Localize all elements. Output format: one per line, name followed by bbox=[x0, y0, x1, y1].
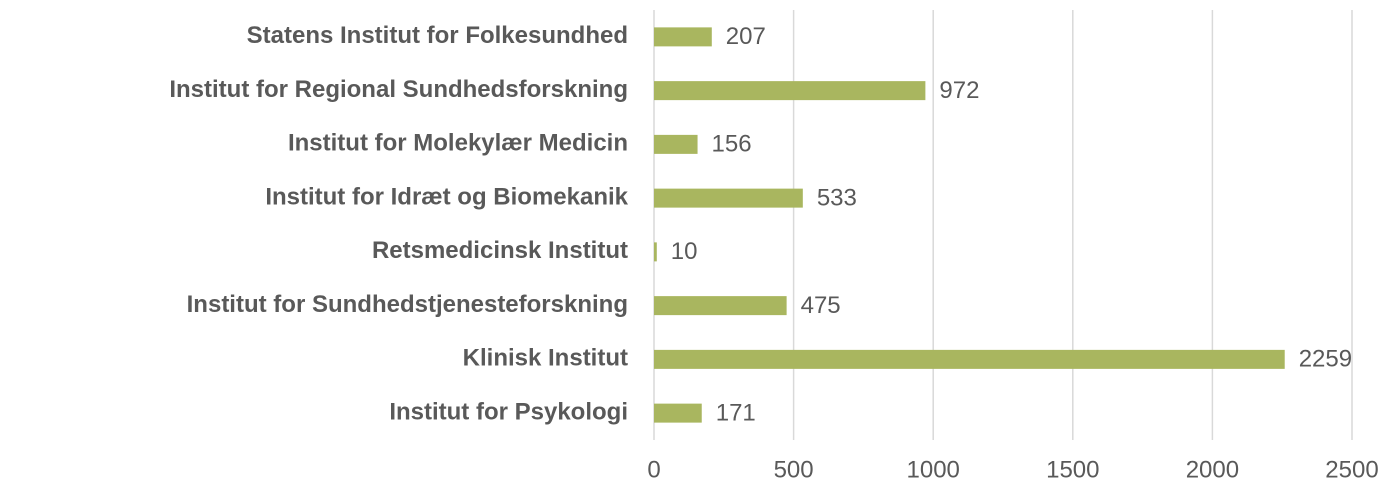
data-label: 533 bbox=[817, 184, 857, 211]
x-tick-label: 500 bbox=[774, 456, 814, 483]
y-tick-label: Institut for Sundhedstjenesteforskning bbox=[187, 291, 628, 318]
y-tick-label: Institut for Regional Sundhedsforskning bbox=[169, 76, 628, 103]
x-tick-label: 1000 bbox=[907, 456, 960, 483]
y-tick-label: Institut for Idræt og Biomekanik bbox=[265, 183, 628, 210]
y-tick-label: Institut for Psykologi bbox=[389, 398, 628, 425]
data-label: 10 bbox=[671, 238, 698, 265]
data-label: 2259 bbox=[1299, 346, 1352, 373]
data-label: 475 bbox=[801, 292, 841, 319]
bar bbox=[654, 134, 698, 154]
bar bbox=[654, 27, 712, 47]
bar bbox=[654, 349, 1285, 369]
y-tick-label: Klinisk Institut bbox=[463, 345, 628, 372]
data-label: 156 bbox=[712, 131, 752, 158]
x-tick-label: 0 bbox=[647, 456, 660, 483]
data-label: 972 bbox=[939, 77, 979, 104]
x-tick-label: 1500 bbox=[1046, 456, 1099, 483]
data-label: 207 bbox=[726, 23, 766, 50]
x-tick-label: 2000 bbox=[1186, 456, 1239, 483]
bar bbox=[654, 403, 702, 423]
bar bbox=[654, 242, 657, 262]
x-tick-label: 2500 bbox=[1325, 456, 1378, 483]
data-label: 171 bbox=[716, 399, 756, 426]
bar bbox=[654, 81, 926, 101]
y-tick-label: Institut for Molekylær Medicin bbox=[288, 130, 628, 157]
y-tick-label: Statens Institut for Folkesundhed bbox=[247, 22, 628, 49]
bar bbox=[654, 188, 803, 208]
y-tick-label: Retsmedicinsk Institut bbox=[372, 237, 628, 264]
bar bbox=[654, 296, 787, 316]
